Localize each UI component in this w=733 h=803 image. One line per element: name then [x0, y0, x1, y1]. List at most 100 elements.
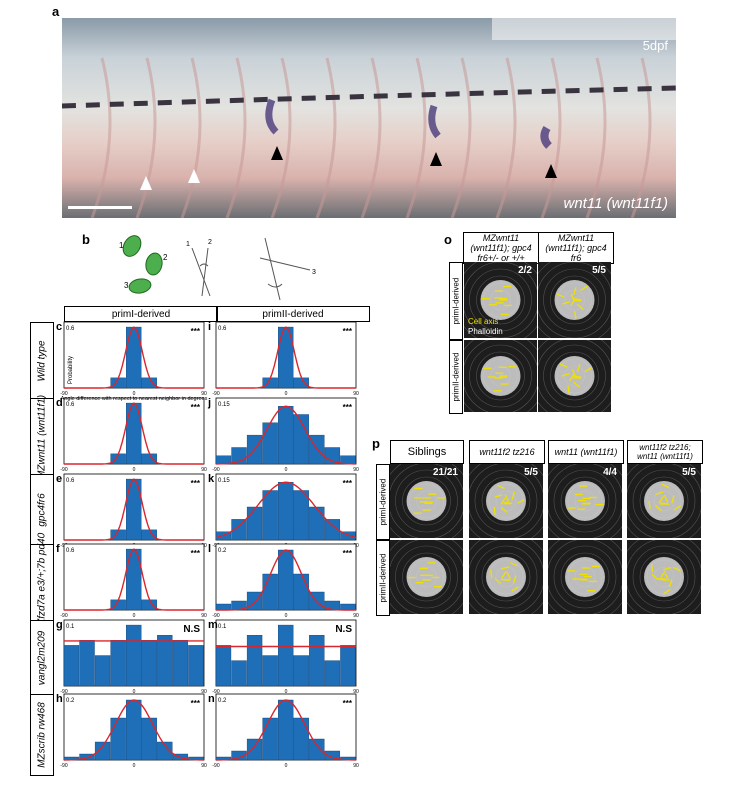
fit-curve [64, 326, 204, 389]
significance-label: *** [343, 479, 353, 488]
white-arrowhead-icon [188, 169, 200, 183]
micrograph-o-3 [464, 340, 537, 412]
y-tick-label: 0.6 [218, 326, 227, 332]
histogram-n: n 0.2 *** -90 0 90 [208, 693, 359, 769]
histogram-bar [157, 741, 173, 761]
row-label-gpc4: gpc4fr6 [30, 474, 54, 546]
panel-label-d: d [56, 397, 63, 409]
x-tick-label: -90 [212, 689, 219, 695]
histogram-bar [157, 635, 173, 687]
micrograph-p-4: 5/5 [627, 464, 701, 538]
x-tick-label: 0 [285, 467, 288, 473]
significance-label: *** [191, 699, 201, 708]
panel-label-m: m [208, 619, 218, 631]
row-label-wild-type: Wild type [30, 322, 54, 400]
fit-curve [216, 405, 356, 465]
y-tick-label: 0.2 [218, 548, 227, 554]
x-tick-label: 90 [201, 467, 207, 473]
panel-p-header-1: Siblings [390, 440, 464, 464]
row-label-mzwnt11: MZwnt11 (wnt11f1) [30, 395, 54, 479]
angle-number-1: 1 [186, 241, 190, 248]
histogram-bar [278, 406, 294, 465]
histogram-bar [293, 573, 309, 611]
count-o-2: 5/5 [592, 265, 606, 276]
histogram-bar [262, 717, 278, 761]
y-tick-label: 0.6 [66, 326, 75, 332]
histogram-bar [94, 741, 111, 761]
y-tick-label: 0.6 [66, 478, 75, 484]
x-tick-label: -90 [60, 467, 67, 473]
x-tick-label: 90 [201, 763, 207, 769]
panel-o-row-primII: primII-derived [449, 340, 463, 414]
panel-label-n: n [208, 693, 215, 705]
histogram-bar [293, 655, 309, 687]
stage-label: 5dpf [642, 38, 668, 53]
panel-o-row-primI: primI-derived [449, 262, 463, 340]
x-tick-label: -90 [212, 763, 219, 769]
x-tick-label: -90 [212, 391, 219, 397]
significance-label: *** [191, 327, 201, 336]
histogram-h: h 0.2 *** -90 0 90 [56, 693, 207, 769]
significance-label: *** [343, 549, 353, 558]
x-tick-label: -90 [60, 613, 67, 619]
x-axis-label: Angle difference with respect to nearest… [61, 396, 208, 402]
micrograph-p-6 [469, 540, 543, 614]
panel-b-schematic: 1 2 3 1 2 3 [119, 235, 316, 301]
y-tick-label: 0.1 [66, 624, 75, 630]
micrograph-o-4 [538, 340, 611, 412]
histogram-bar [309, 635, 325, 687]
histogram-bar [293, 377, 309, 389]
panel-p-header-3: wnt11 (wnt11f1) [548, 440, 624, 464]
histogram-bar [324, 519, 341, 541]
y-tick-label: 0.2 [218, 698, 227, 704]
histogram-bar [141, 377, 157, 389]
significance-label: *** [343, 699, 353, 708]
histogram-bar [231, 750, 247, 761]
panel-label-c: c [56, 321, 62, 333]
histogram-bar [63, 645, 80, 687]
histogram-bar [172, 640, 189, 687]
panel-label-a: a [52, 4, 60, 19]
histogram-grid: c0.6***-90090d0.6***-90090e0.6***-90090f… [56, 321, 359, 769]
histogram-bar [141, 529, 157, 541]
x-tick-label: 90 [353, 763, 359, 769]
histogram-c: c 0.6 *** -90 0 90 [56, 321, 207, 397]
histogram-bar [293, 414, 309, 465]
fit-curve [64, 548, 204, 611]
histogram-bar [262, 422, 278, 465]
histogram-bar [262, 490, 278, 541]
micrograph-p-8 [627, 540, 701, 614]
x-tick-label: 0 [285, 391, 288, 397]
fit-curve [64, 402, 204, 465]
angle-number-3: 3 [312, 269, 316, 276]
histogram-bar [231, 519, 247, 541]
x-tick-label: -90 [60, 763, 67, 769]
row-label-mzfzd7: MZfzd7a e3/+;7b pd40 [30, 533, 54, 633]
significance-label: N.S [183, 624, 200, 635]
histogram-f: f 0.6 *** -90 0 90 [56, 543, 207, 619]
panel-o-header-2: MZwnt11 (wnt11f1); gpc4 fr6 [538, 232, 614, 264]
angle-number-2: 2 [208, 239, 212, 246]
significance-label: *** [191, 403, 201, 412]
micrograph-p-5 [390, 540, 463, 614]
fit-curve [215, 699, 357, 761]
histogram-bar [340, 645, 356, 687]
column-header-primII: primII-derived [216, 306, 370, 322]
black-arrowhead-icon [271, 146, 283, 160]
fit-curve [63, 699, 205, 761]
x-tick-label: 0 [133, 613, 136, 619]
y-tick-label: 0.15 [218, 402, 230, 408]
histogram-bar [110, 717, 126, 761]
x-tick-label: 90 [201, 391, 207, 397]
significance-label: *** [191, 479, 201, 488]
panel-p-row-primII: primII-derived [376, 540, 390, 616]
y-axis-label: Probability [68, 356, 74, 384]
significance-label: *** [343, 327, 353, 336]
histogram-bar [126, 699, 142, 761]
histogram-bar [215, 603, 232, 611]
histogram-i: i 0.6 *** -90 0 90 [208, 321, 359, 397]
x-tick-label: 0 [133, 467, 136, 473]
histogram-m: m 0.1 N.S -90 0 90 [208, 619, 359, 695]
panel-p-header-4: wnt11f2 tz216; wnt11 (wnt11f1) [627, 440, 703, 464]
